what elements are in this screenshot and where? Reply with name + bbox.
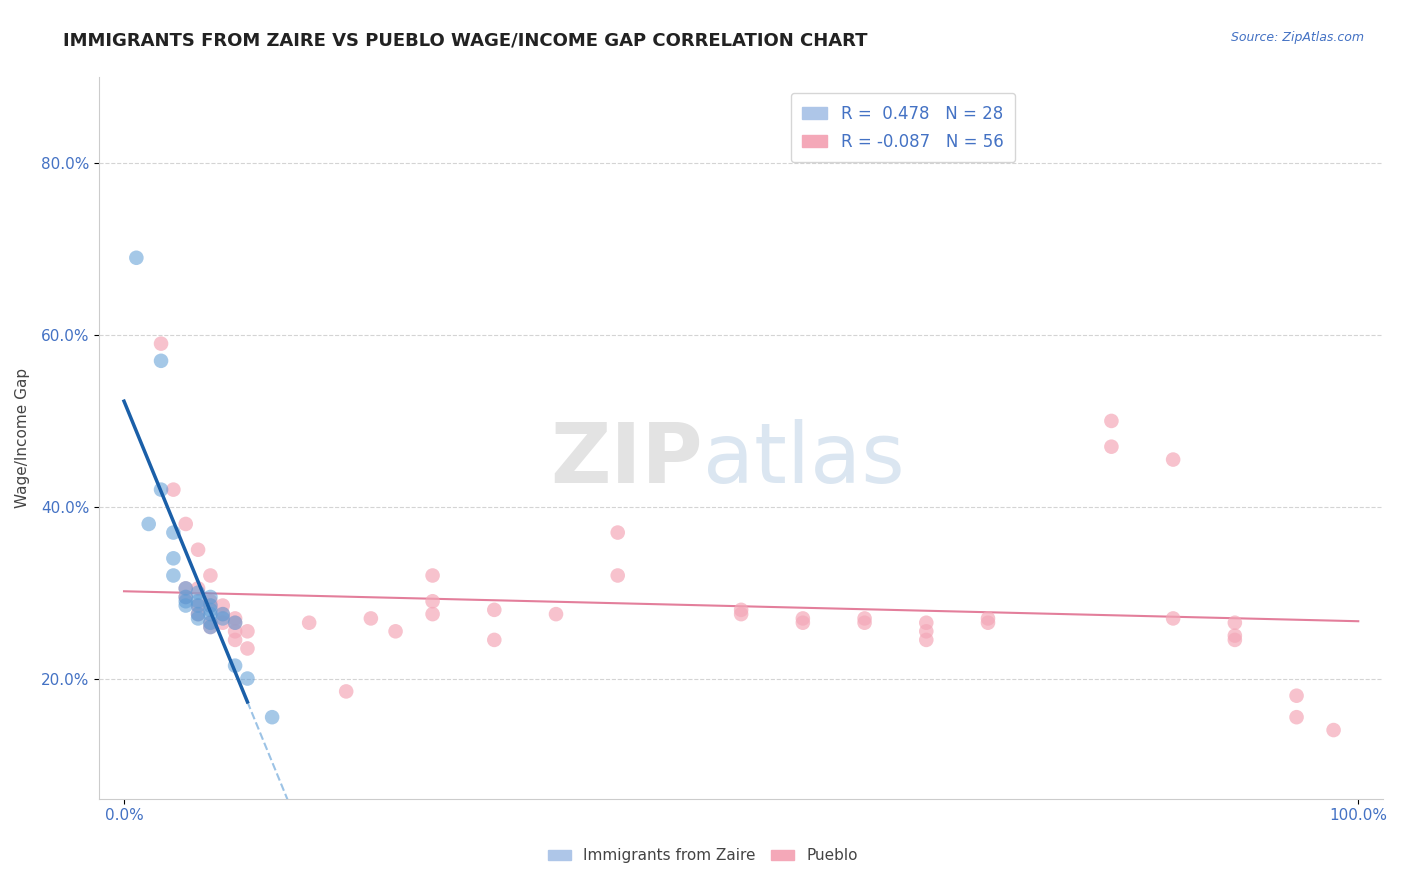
Point — [200, 594, 222, 608]
Point — [1161, 611, 1184, 625]
Point — [422, 568, 444, 582]
Point — [1099, 414, 1122, 428]
Point — [174, 599, 197, 613]
Point — [730, 603, 752, 617]
Point — [1285, 710, 1308, 724]
Point — [915, 624, 938, 639]
Point — [187, 607, 209, 621]
Point — [606, 525, 628, 540]
Point — [1099, 440, 1122, 454]
Point — [200, 603, 222, 617]
Point — [236, 624, 259, 639]
Point — [422, 594, 444, 608]
Point — [200, 607, 222, 621]
Point — [200, 620, 222, 634]
Point — [187, 599, 209, 613]
Point — [187, 611, 209, 625]
Point — [174, 594, 197, 608]
Point — [187, 607, 209, 621]
Point — [187, 594, 209, 608]
Point — [162, 551, 184, 566]
Point — [211, 599, 233, 613]
Point — [335, 684, 357, 698]
Point — [224, 632, 246, 647]
Point — [200, 620, 222, 634]
Point — [544, 607, 567, 621]
Point — [853, 611, 876, 625]
Point — [162, 525, 184, 540]
Point — [174, 582, 197, 596]
Text: ZIP: ZIP — [550, 419, 703, 500]
Point — [224, 624, 246, 639]
Text: Source: ZipAtlas.com: Source: ZipAtlas.com — [1230, 31, 1364, 45]
Point — [211, 607, 233, 621]
Point — [174, 590, 197, 604]
Point — [187, 599, 209, 613]
Point — [384, 624, 406, 639]
Point — [1223, 632, 1246, 647]
Point — [174, 590, 197, 604]
Point — [792, 611, 814, 625]
Point — [915, 615, 938, 630]
Point — [915, 632, 938, 647]
Legend: Immigrants from Zaire, Pueblo: Immigrants from Zaire, Pueblo — [540, 840, 866, 871]
Point — [200, 599, 222, 613]
Legend: R =  0.478   N = 28, R = -0.087   N = 56: R = 0.478 N = 28, R = -0.087 N = 56 — [790, 93, 1015, 162]
Point — [211, 615, 233, 630]
Point — [224, 658, 246, 673]
Point — [187, 585, 209, 599]
Point — [162, 483, 184, 497]
Point — [211, 607, 233, 621]
Text: IMMIGRANTS FROM ZAIRE VS PUEBLO WAGE/INCOME GAP CORRELATION CHART: IMMIGRANTS FROM ZAIRE VS PUEBLO WAGE/INC… — [63, 31, 868, 49]
Point — [1223, 629, 1246, 643]
Point — [150, 354, 173, 368]
Point — [224, 611, 246, 625]
Point — [224, 615, 246, 630]
Point — [200, 615, 222, 630]
Point — [150, 483, 173, 497]
Point — [211, 611, 233, 625]
Point — [224, 615, 246, 630]
Point — [187, 542, 209, 557]
Point — [360, 611, 382, 625]
Y-axis label: Wage/Income Gap: Wage/Income Gap — [15, 368, 30, 508]
Point — [200, 590, 222, 604]
Point — [484, 632, 506, 647]
Point — [150, 336, 173, 351]
Point — [1322, 723, 1344, 737]
Point — [792, 615, 814, 630]
Point — [236, 641, 259, 656]
Point — [187, 582, 209, 596]
Point — [484, 603, 506, 617]
Point — [200, 599, 222, 613]
Point — [200, 568, 222, 582]
Point — [853, 615, 876, 630]
Point — [1285, 689, 1308, 703]
Point — [298, 615, 321, 630]
Point — [162, 568, 184, 582]
Point — [262, 710, 284, 724]
Point — [174, 516, 197, 531]
Point — [1161, 452, 1184, 467]
Point — [977, 611, 1000, 625]
Point — [606, 568, 628, 582]
Point — [730, 607, 752, 621]
Point — [200, 615, 222, 630]
Point — [236, 672, 259, 686]
Point — [125, 251, 148, 265]
Point — [138, 516, 160, 531]
Point — [174, 582, 197, 596]
Point — [977, 615, 1000, 630]
Point — [1223, 615, 1246, 630]
Text: atlas: atlas — [703, 419, 904, 500]
Point — [422, 607, 444, 621]
